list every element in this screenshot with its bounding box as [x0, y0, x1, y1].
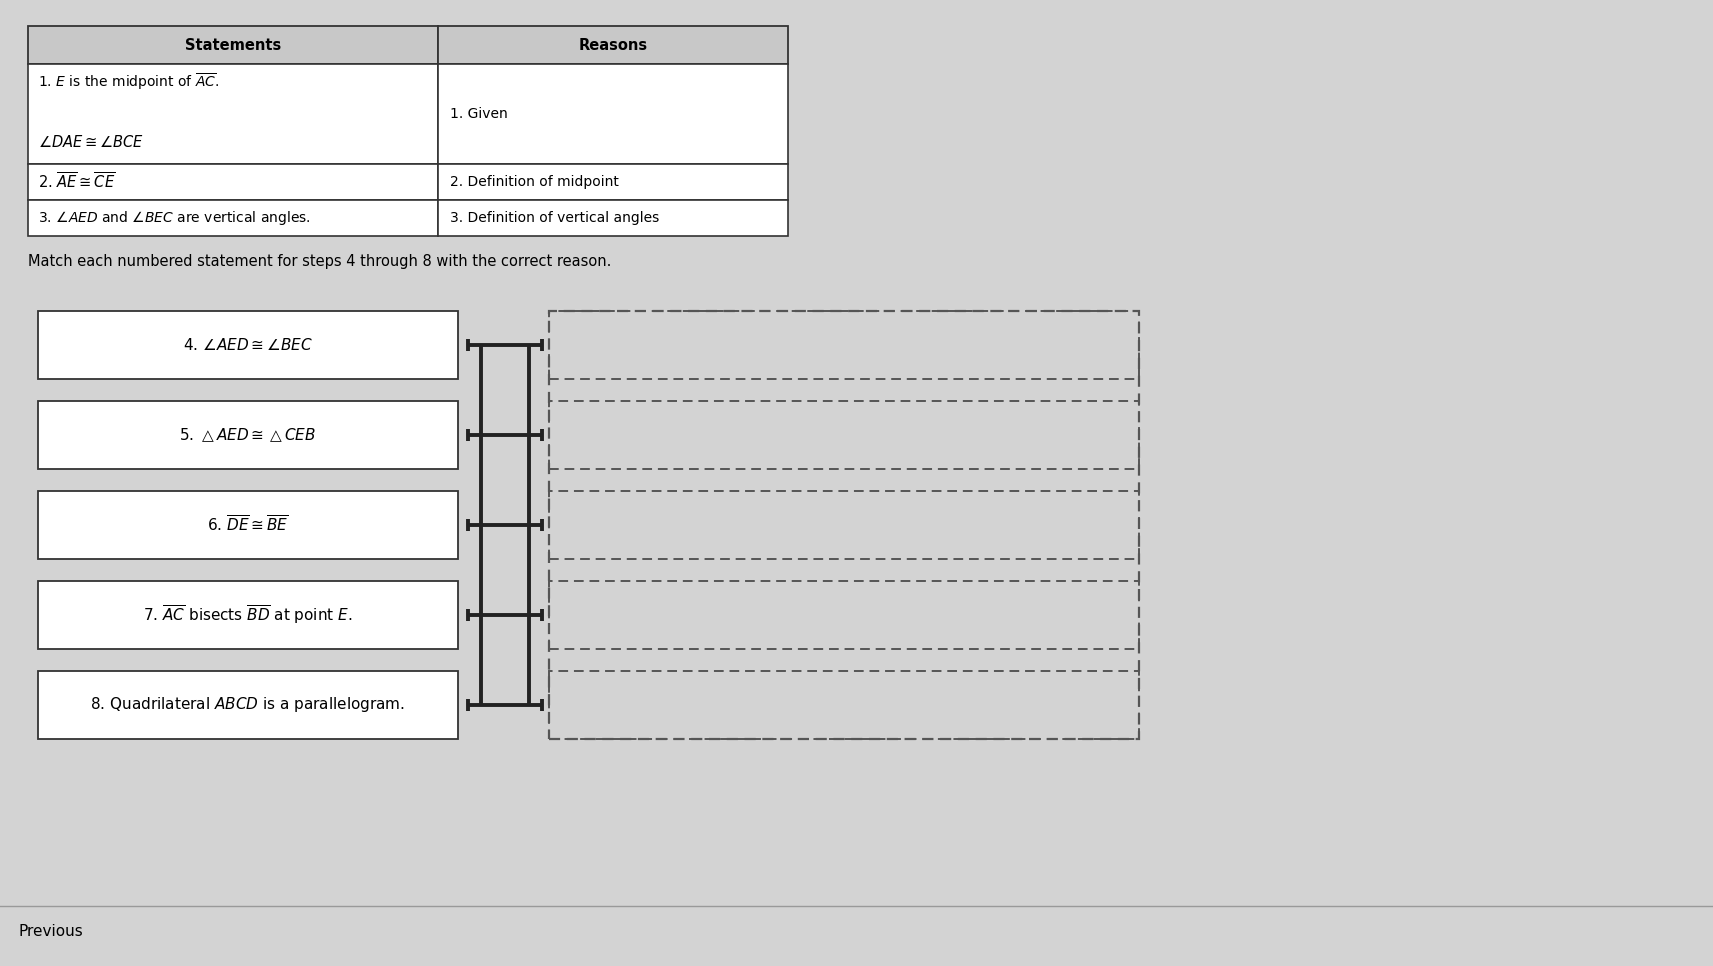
FancyBboxPatch shape	[439, 64, 788, 164]
FancyBboxPatch shape	[27, 200, 439, 236]
FancyBboxPatch shape	[38, 581, 457, 649]
Text: 6. $\overline{DE} \cong \overline{BE}$: 6. $\overline{DE} \cong \overline{BE}$	[207, 515, 289, 535]
Text: 3. $\angle AED$ and $\angle BEC$ are vertical angles.: 3. $\angle AED$ and $\angle BEC$ are ver…	[38, 209, 310, 227]
Text: Reasons: Reasons	[579, 38, 648, 52]
FancyBboxPatch shape	[27, 64, 439, 164]
Text: 1. Given: 1. Given	[451, 107, 507, 121]
FancyBboxPatch shape	[439, 26, 788, 64]
Text: Statements: Statements	[185, 38, 281, 52]
FancyBboxPatch shape	[548, 311, 1139, 379]
FancyBboxPatch shape	[548, 581, 1139, 649]
Text: Previous: Previous	[19, 923, 82, 939]
Text: 1. $E$ is the midpoint of $\overline{AC}$.: 1. $E$ is the midpoint of $\overline{AC}…	[38, 71, 219, 92]
FancyBboxPatch shape	[27, 26, 439, 64]
Text: 4. $\angle AED \cong \angle BEC$: 4. $\angle AED \cong \angle BEC$	[183, 337, 313, 353]
Text: 8. Quadrilateral $ABCD$ is a parallelogram.: 8. Quadrilateral $ABCD$ is a parallelogr…	[91, 696, 406, 715]
FancyBboxPatch shape	[38, 401, 457, 469]
Text: 3. Definition of vertical angles: 3. Definition of vertical angles	[451, 211, 660, 225]
FancyBboxPatch shape	[38, 491, 457, 559]
FancyBboxPatch shape	[38, 311, 457, 379]
FancyBboxPatch shape	[38, 671, 457, 739]
Text: Match each numbered statement for steps 4 through 8 with the correct reason.: Match each numbered statement for steps …	[27, 254, 612, 269]
FancyBboxPatch shape	[27, 164, 439, 200]
Text: 7. $\overline{AC}$ bisects $\overline{BD}$ at point $E$.: 7. $\overline{AC}$ bisects $\overline{BD…	[144, 604, 353, 626]
FancyBboxPatch shape	[439, 200, 788, 236]
FancyBboxPatch shape	[548, 491, 1139, 559]
FancyBboxPatch shape	[548, 401, 1139, 469]
FancyBboxPatch shape	[548, 671, 1139, 739]
Text: 2. $\overline{AE} \cong \overline{CE}$: 2. $\overline{AE} \cong \overline{CE}$	[38, 172, 115, 192]
FancyBboxPatch shape	[439, 164, 788, 200]
Text: $\angle DAE \cong \angle BCE$: $\angle DAE \cong \angle BCE$	[38, 134, 144, 150]
Text: 2. Definition of midpoint: 2. Definition of midpoint	[451, 175, 618, 189]
Text: 5. $\triangle AED \cong \triangle CEB$: 5. $\triangle AED \cong \triangle CEB$	[180, 426, 317, 443]
